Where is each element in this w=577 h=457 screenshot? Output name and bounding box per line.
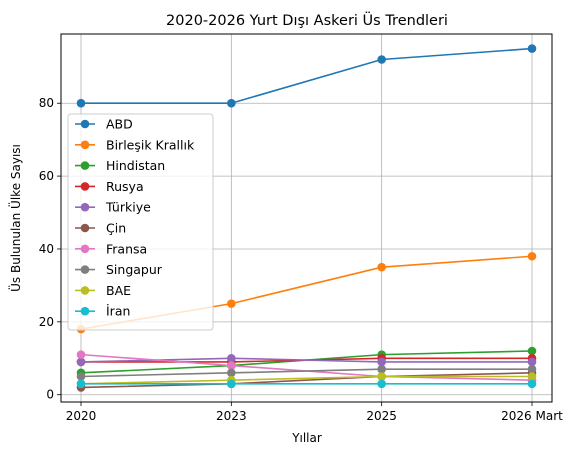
y-tick-label: 80 (39, 96, 54, 110)
legend-label: BAE (106, 283, 131, 298)
data-point (76, 372, 86, 381)
legend-entry: BAE (75, 283, 131, 298)
data-point (377, 379, 386, 389)
legend-entry: Singapur (75, 262, 163, 277)
legend-label: İran (106, 304, 130, 319)
x-tick-label: 2025 (366, 409, 397, 423)
series-line (80, 368, 532, 378)
plot-area (60, 33, 553, 403)
legend-label: Rusya (106, 179, 144, 194)
legend-swatch-marker (80, 306, 90, 316)
data-point (227, 379, 236, 389)
data-point (377, 55, 386, 64)
legend-swatch-marker (80, 265, 90, 274)
x-tick-label: 2020 (66, 409, 97, 423)
data-point (76, 98, 86, 108)
data-point (377, 364, 386, 374)
series-line (81, 47, 533, 105)
data-point (227, 361, 236, 370)
data-point (527, 364, 537, 374)
legend-swatch-marker (80, 202, 90, 212)
data-point (527, 357, 537, 367)
legend-swatch-marker (80, 140, 90, 150)
data-point (527, 346, 537, 356)
series-group (76, 44, 537, 108)
y-tick-label: 40 (39, 242, 54, 256)
legend-label: Türkiye (105, 200, 151, 215)
data-point (76, 350, 86, 359)
legend-entry: Türkiye (75, 200, 151, 215)
x-axis-label: Yıllar (291, 431, 322, 445)
y-tick-label: 20 (39, 315, 54, 329)
y-tick-label: 0 (46, 388, 54, 402)
legend-label: Birleşik Krallık (106, 137, 195, 152)
legend-entry: Birleşik Krallık (75, 137, 195, 152)
legend-entry: ABD (75, 117, 133, 132)
data-point (527, 372, 537, 381)
legend-entry: Fransa (75, 241, 147, 256)
legend-label: Hindistan (106, 158, 165, 173)
y-tick-label: 60 (39, 169, 54, 183)
series-group (76, 368, 537, 392)
legend-label: Singapur (106, 262, 163, 277)
legend-swatch-marker (80, 223, 90, 233)
x-tick-label: 2023 (216, 409, 247, 423)
legend-label: Çin (106, 221, 126, 236)
series-group (76, 364, 537, 381)
data-point (227, 353, 236, 363)
legend-entry: Çin (75, 221, 126, 236)
legend-swatch-marker (80, 119, 90, 129)
legend-swatch-marker (80, 244, 90, 254)
data-point (227, 98, 236, 108)
x-tick-label: 2026 Mart (501, 409, 563, 423)
data-point (76, 379, 86, 389)
data-point (527, 44, 537, 53)
legend-swatch-marker (80, 182, 90, 191)
series-group (76, 379, 537, 389)
legend-box (67, 113, 214, 331)
data-point (527, 251, 537, 261)
legend-swatch-marker (80, 161, 90, 170)
data-point (377, 357, 386, 367)
data-point (377, 262, 386, 272)
series-group (76, 350, 537, 385)
series-line (80, 372, 533, 389)
axis-ticks: 2020 2023 2025 2026 Mart 0 20 40 60 80 (39, 96, 563, 423)
legend-entry: Rusya (75, 179, 144, 194)
legend-label: Fransa (106, 241, 147, 256)
data-point (527, 379, 537, 389)
legend-entry: İran (75, 304, 130, 319)
data-point (76, 357, 86, 367)
y-axis-label: Üs Bulunulan Ülke Sayısı (7, 144, 23, 292)
data-point (377, 372, 386, 381)
legend: ABD Birleşik Krallık Hindistan Rusya Türkiye… (67, 113, 214, 331)
data-point (227, 299, 236, 308)
legend-entry: Hindistan (75, 158, 165, 173)
legend-swatch-marker (80, 286, 90, 295)
legend-label: ABD (106, 117, 133, 132)
series-line (80, 375, 532, 385)
chart-title: 2020-2026 Yurt Dışı Askeri Üs Trendleri (166, 11, 448, 29)
data-point (227, 368, 236, 378)
